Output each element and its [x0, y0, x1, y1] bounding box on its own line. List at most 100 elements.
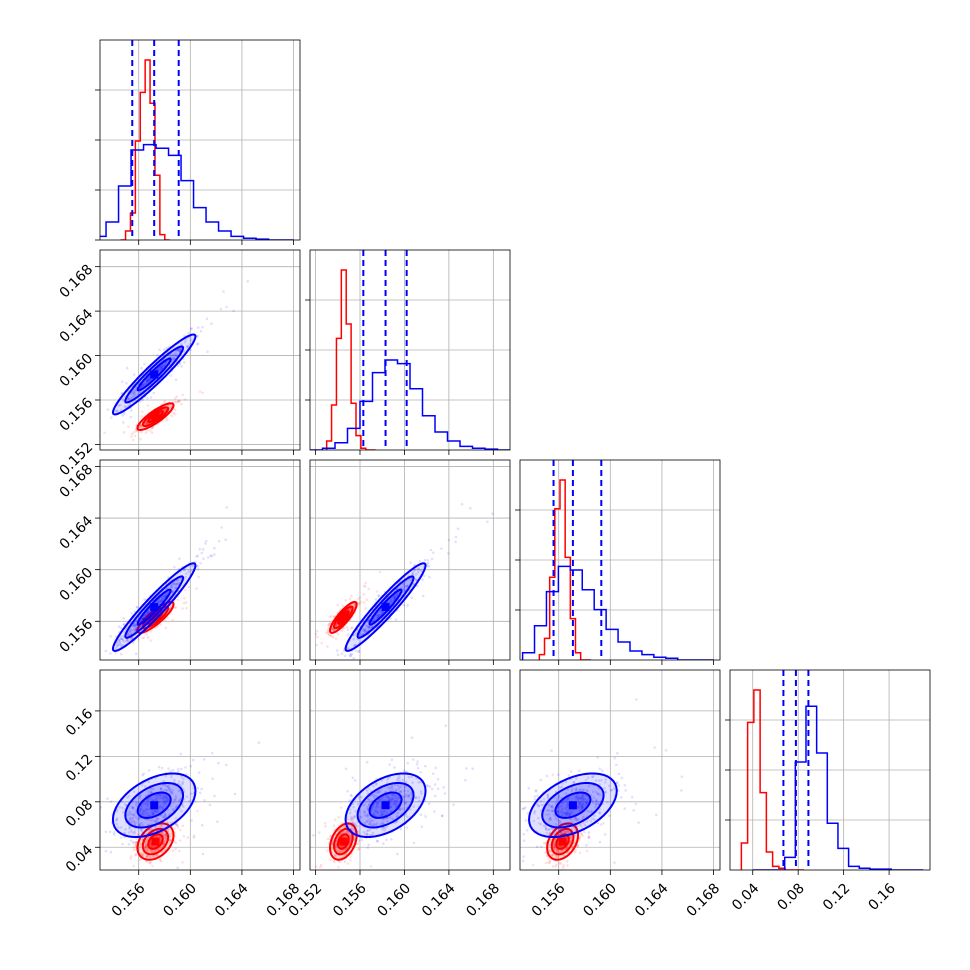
scatter-point: [617, 772, 621, 776]
scatter-point: [396, 852, 399, 856]
scatter-point: [554, 840, 558, 843]
scatter-point: [553, 843, 557, 847]
scatter-point: [363, 810, 367, 814]
scatter-point: [581, 803, 584, 807]
scatter-point: [152, 845, 156, 849]
scatter-point: [144, 847, 147, 851]
scatter-point: [565, 859, 569, 863]
scatter-point: [141, 617, 145, 621]
scatter-point: [580, 796, 584, 800]
panel-content: [100, 40, 300, 240]
scatter-point: [125, 381, 128, 385]
scatter-point: [429, 548, 433, 552]
scatter-point: [401, 807, 404, 811]
scatter-point: [405, 584, 409, 588]
scatter-point: [141, 824, 144, 827]
scatter-point: [119, 826, 123, 829]
scatter-point: [169, 374, 173, 377]
x-tick-label: 0.160: [160, 880, 200, 920]
scatter-point: [367, 843, 370, 847]
scatter-point: [312, 834, 315, 837]
scatter-point: [167, 787, 171, 791]
scatter-point: [176, 579, 179, 582]
scatter-point: [602, 821, 605, 825]
scatter-point: [551, 865, 555, 868]
scatter-point: [325, 661, 328, 664]
scatter-point: [405, 585, 409, 588]
scatter-point: [340, 849, 343, 853]
scatter-point: [366, 846, 370, 850]
scatter-point: [561, 801, 564, 805]
scatter-point: [164, 834, 168, 837]
scatter-point: [356, 802, 360, 806]
scatter-point: [213, 794, 216, 798]
scatter-point: [145, 612, 149, 616]
scatter-point: [120, 626, 123, 630]
scatter-point: [407, 793, 411, 797]
scatter-point: [158, 796, 162, 800]
scatter-point: [547, 803, 550, 807]
scatter-point: [566, 788, 570, 791]
scatter-point: [134, 386, 138, 390]
scatter-point: [596, 792, 600, 795]
scatter-point: [184, 575, 187, 579]
scatter-point: [558, 861, 561, 865]
scatter-point: [146, 814, 150, 818]
scatter-point: [555, 797, 559, 801]
panel-r3-c1: [309, 669, 511, 875]
scatter-point: [366, 806, 369, 809]
scatter-point: [350, 626, 354, 630]
scatter-point: [133, 610, 136, 613]
scatter-point: [332, 629, 335, 632]
scatter-point: [416, 760, 419, 763]
scatter-point: [175, 400, 178, 404]
x-tick-label: 0.156: [330, 880, 370, 920]
scatter-point: [187, 585, 190, 589]
scatter-point: [440, 547, 443, 550]
scatter-point: [540, 845, 543, 849]
scatter-point: [370, 807, 374, 811]
scatter-point: [379, 613, 383, 616]
scatter-point: [112, 833, 116, 836]
scatter-point: [130, 628, 134, 632]
scatter-point: [331, 635, 335, 639]
scatter-point: [319, 863, 323, 867]
scatter-point: [583, 804, 587, 807]
contour-peak: [150, 370, 159, 379]
scatter-point: [147, 610, 151, 614]
scatter-point: [132, 373, 136, 376]
scatter-point: [139, 425, 143, 428]
scatter-point: [341, 604, 345, 608]
scatter-point: [367, 626, 371, 629]
scatter-point: [327, 624, 330, 628]
scatter-point: [130, 637, 133, 640]
scatter-point: [409, 578, 412, 582]
scatter-point: [342, 649, 346, 653]
scatter-point: [395, 593, 398, 596]
scatter-point: [233, 792, 237, 796]
scatter-point: [415, 578, 418, 582]
scatter-point: [159, 787, 163, 791]
scatter-point: [554, 865, 557, 868]
scatter-point: [586, 789, 589, 793]
x-tick-label: 0.16: [865, 880, 898, 913]
scatter-point: [579, 803, 583, 806]
scatter-point: [107, 661, 110, 664]
scatter-point: [396, 811, 400, 815]
scatter-point: [362, 601, 366, 604]
scatter-point: [165, 795, 168, 798]
scatter-point: [167, 786, 171, 790]
scatter-point: [394, 618, 398, 621]
scatter-point: [341, 854, 345, 858]
scatter-point: [558, 828, 562, 832]
scatter-point: [130, 432, 134, 436]
scatter-point: [680, 789, 683, 792]
scatter-point: [389, 805, 393, 809]
scatter-point: [377, 613, 380, 617]
scatter-point: [170, 775, 173, 779]
scatter-point: [581, 816, 585, 819]
scatter-point: [431, 772, 435, 776]
x-tick-label: 0.168: [463, 880, 503, 920]
scatter-point: [130, 435, 133, 438]
scatter-point: [546, 795, 550, 799]
